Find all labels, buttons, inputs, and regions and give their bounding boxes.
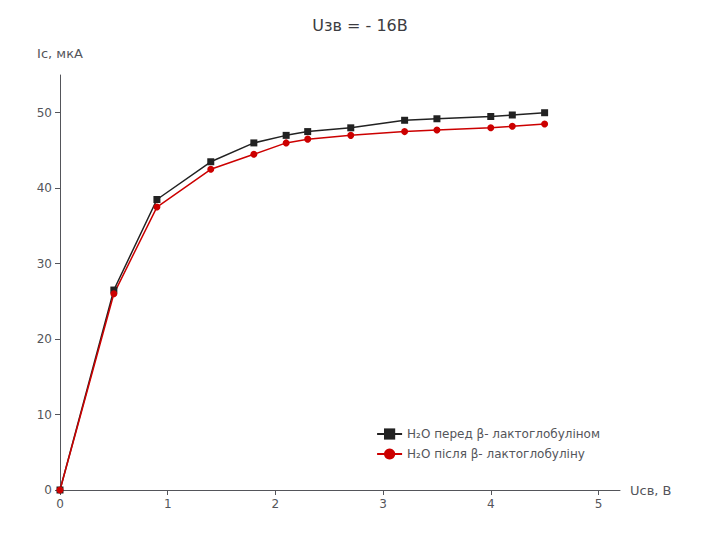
svg-text:H₂O після β- лактоглобуліну: H₂O після β- лактоглобуліну — [407, 447, 585, 461]
svg-text:4: 4 — [487, 497, 495, 511]
svg-text:1: 1 — [164, 497, 172, 511]
svg-text:30: 30 — [37, 257, 52, 271]
svg-text:3: 3 — [379, 497, 387, 511]
svg-text:Uзв = - 16В: Uзв = - 16В — [312, 16, 407, 35]
svg-text:5: 5 — [595, 497, 603, 511]
svg-text:Uсв, В: Uсв, В — [630, 483, 672, 498]
svg-text:20: 20 — [37, 332, 52, 346]
svg-text:2: 2 — [272, 497, 280, 511]
svg-text:40: 40 — [37, 181, 52, 195]
svg-text:0: 0 — [56, 497, 64, 511]
svg-text:Iс, мкА: Iс, мкА — [37, 46, 83, 61]
svg-text:0: 0 — [44, 483, 52, 497]
svg-text:50: 50 — [37, 106, 52, 120]
svg-text:H₂O перед β- лактоглобуліном: H₂O перед β- лактоглобуліном — [407, 427, 600, 441]
svg-text:10: 10 — [37, 408, 52, 422]
